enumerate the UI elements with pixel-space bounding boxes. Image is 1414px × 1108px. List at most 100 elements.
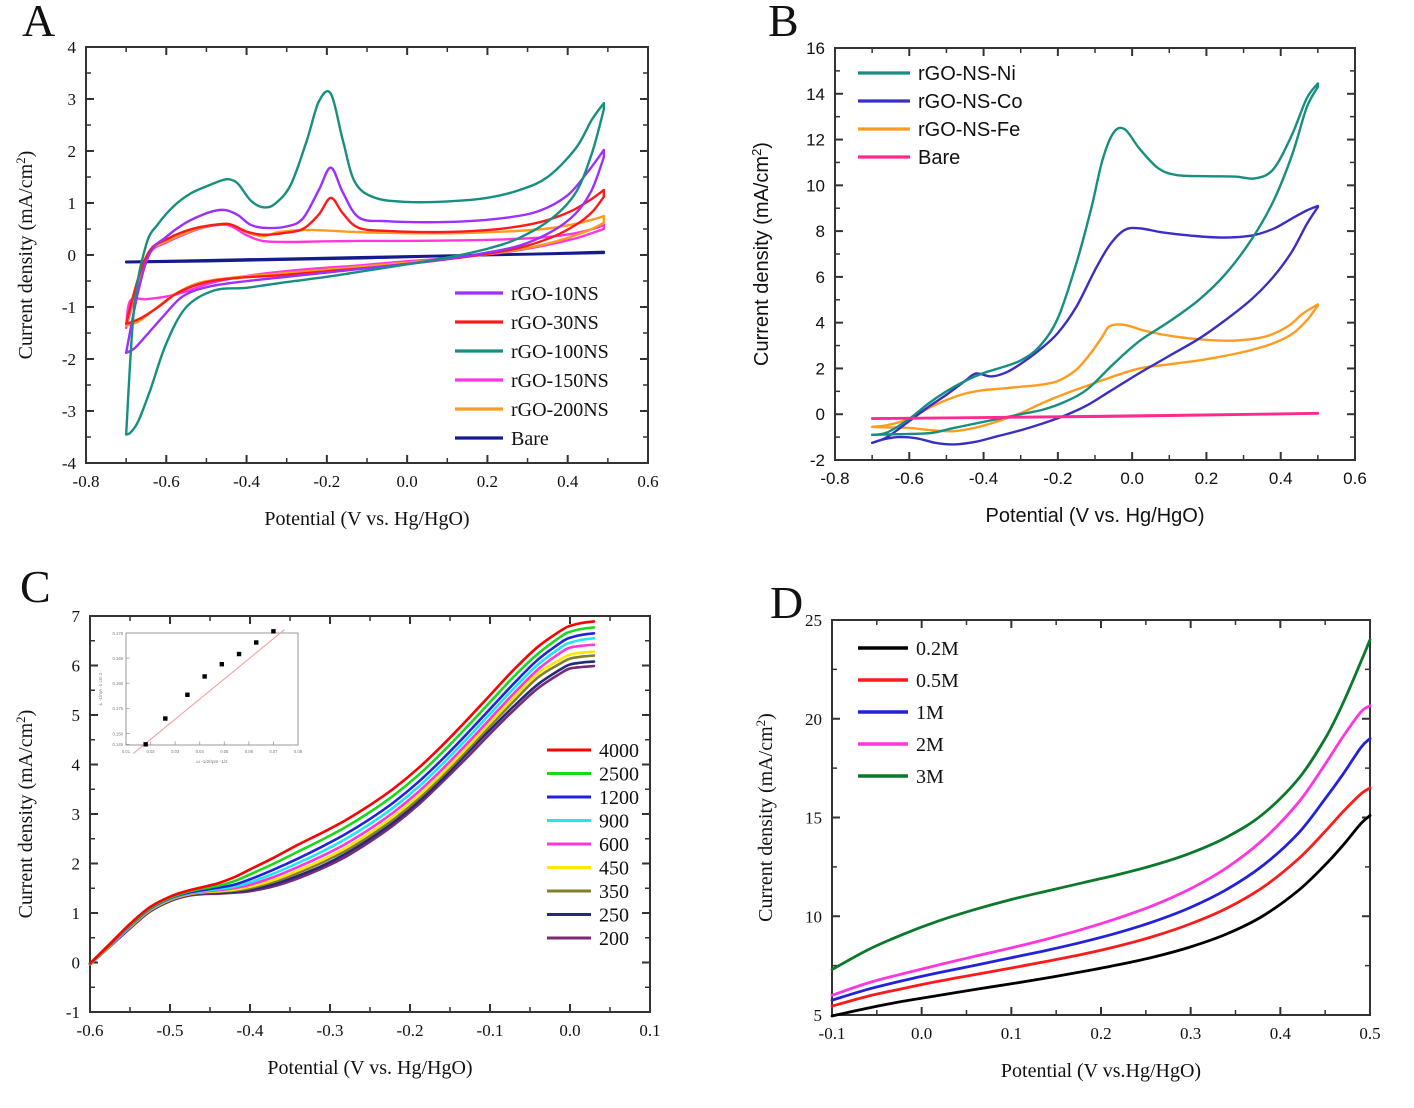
panel-b: B -0.8 -0.6 -0.4 -0.2 0.0 0.2 0.4 0.6 16 14 12 10 8 6… xyxy=(710,0,1414,550)
legend-item[interactable]: Bare xyxy=(858,147,960,169)
y-tick-label: 0 xyxy=(68,246,77,265)
curve-reverse xyxy=(124,251,606,264)
y-tick-label: 16 xyxy=(806,39,825,58)
curve-reverse xyxy=(124,156,606,354)
y-tick-label: 2 xyxy=(816,359,825,378)
legend-item[interactable]: 200 xyxy=(547,928,629,950)
legend-item[interactable]: rGO-10NS xyxy=(455,283,599,305)
inset-x-axis-title: ω -1/2/rpm -1/2 xyxy=(196,759,228,764)
curve-4000 xyxy=(88,620,596,965)
svg-text:Current density (mA/cm2): Current density (mA/cm2) xyxy=(13,151,37,360)
y-tick-label: 2 xyxy=(68,142,77,161)
legend-label: 350 xyxy=(599,881,629,903)
y-tick-label: 3 xyxy=(72,805,81,824)
legend-label: rGO-100NS xyxy=(511,341,609,363)
curve-0.2M xyxy=(830,814,1372,1018)
panel-a-letter: A xyxy=(22,0,56,46)
x-tick-label: 0.2 xyxy=(1090,1024,1111,1043)
legend-item[interactable]: Bare xyxy=(455,428,549,450)
x-tick-label: 0.5 xyxy=(1359,1024,1380,1043)
curve-forward xyxy=(870,204,1320,445)
legend-item[interactable]: 2500 xyxy=(547,764,639,786)
axes: -0.8 -0.6 -0.4 -0.2 0.0 0.2 0.4 0.6 16 14 12 10 8 6 4 2… xyxy=(806,39,1367,488)
panel-c-inset: 0.178 0.169 0.160 0.175 0.150 0.145 0.01 0.02 0.… xyxy=(98,629,303,764)
legend-label: rGO-NS-Co xyxy=(918,91,1022,113)
y-tick-label: -2 xyxy=(62,350,76,369)
legend-item[interactable]: rGO-NS-Fe xyxy=(858,119,1020,141)
legend-item[interactable]: 4000 xyxy=(547,740,639,762)
inset-data-point xyxy=(185,692,190,697)
x-tick-label: -0.2 xyxy=(397,1021,424,1040)
curve-2M xyxy=(830,704,1372,997)
curve-reverse xyxy=(870,304,1320,433)
x-tick-label: -0.4 xyxy=(233,472,260,491)
y-tick-label: 2 xyxy=(72,855,81,874)
x-tick-label: 0.6 xyxy=(637,472,658,491)
legend-item[interactable]: 3M xyxy=(858,766,944,788)
legend-label: 0.5M xyxy=(916,670,959,692)
inset-data-point xyxy=(254,640,259,645)
legend-label: rGO-NS-Ni xyxy=(918,63,1016,85)
axes: -0.1 0.0 0.1 0.2 0.3 0.4 0.5 25 20 15 10 5 xyxy=(805,611,1381,1043)
legend-label: rGO-30NS xyxy=(511,312,599,334)
panel-d-letter: D xyxy=(770,577,804,628)
panel-d: D -0.1 0.0 0.1 0.2 0.3 0.4 0.5 25 20 15 10 5 Potenti… xyxy=(710,550,1414,1108)
legend-label: 1200 xyxy=(599,787,639,809)
x-tick-label: -0.2 xyxy=(313,472,340,491)
legend-label: 200 xyxy=(599,928,629,950)
legend-label: 250 xyxy=(599,905,629,927)
curve-forward xyxy=(870,303,1320,429)
x-tick-label: -0.8 xyxy=(820,469,849,488)
legend-item[interactable]: rGO-200NS xyxy=(455,399,609,421)
y-axis-title: Current density (mA/cm2) xyxy=(749,142,773,366)
y-tick-label: 7 xyxy=(72,607,81,626)
legend-label: 2M xyxy=(916,734,944,756)
curve-reverse xyxy=(124,227,606,329)
curve-0.5M xyxy=(830,786,1372,1008)
legend-item[interactable]: rGO-NS-Co xyxy=(858,91,1022,113)
legend-item[interactable]: rGO-NS-Ni xyxy=(858,63,1016,85)
legend-item[interactable]: 1200 xyxy=(547,787,639,809)
legend-item[interactable]: 350 xyxy=(547,881,629,903)
y-tick-label: 10 xyxy=(806,176,825,195)
legend-item[interactable]: rGO-150NS xyxy=(455,370,609,392)
svg-text:Current density (mA/cm2): Current density (mA/cm2) xyxy=(749,142,773,366)
legend-item[interactable]: rGO-100NS xyxy=(455,341,609,363)
legend-item[interactable]: 450 xyxy=(547,858,629,880)
y-tick-label: 12 xyxy=(806,131,825,150)
legend-item[interactable]: rGO-30NS xyxy=(455,312,599,334)
legend-item[interactable]: 2M xyxy=(858,734,944,756)
plot-frame xyxy=(831,619,1371,1016)
legend-label: 1M xyxy=(916,702,944,724)
y-tick-label: 20 xyxy=(805,710,822,729)
x-tick-label: 0.2 xyxy=(477,472,498,491)
panel-a: A -0.8 -0.6 -0.4 -0.2 0.0 0.2 0.4 0.6 4 3 2 1 0 -1 -2-… xyxy=(0,0,710,550)
curve-forward xyxy=(124,148,606,354)
legend-item[interactable]: 900 xyxy=(547,811,629,833)
y-tick-label: -3 xyxy=(62,402,76,421)
x-tick-label: -0.1 xyxy=(819,1024,846,1043)
curve-1M xyxy=(830,737,1372,1002)
curve-reverse xyxy=(124,108,606,436)
legend-label: 900 xyxy=(599,811,629,833)
legend-label: 4000 xyxy=(599,740,639,762)
legend-item[interactable]: 600 xyxy=(547,834,629,856)
legend-item[interactable]: 250 xyxy=(547,905,629,927)
inset-x-tick-label: 0.06 xyxy=(245,749,254,754)
y-tick-label: -4 xyxy=(62,454,77,473)
panel-d-chart: -0.1 0.0 0.1 0.2 0.3 0.4 0.5 25 20 15 10 5 Potential… xyxy=(753,611,1381,1082)
x-tick-label: 0.3 xyxy=(1180,1024,1201,1043)
inset-x-tick-label: 0.05 xyxy=(220,749,229,754)
legend-item[interactable]: 1M xyxy=(858,702,944,724)
y-tick-label: 6 xyxy=(816,268,825,287)
legend-item[interactable]: 0.2M xyxy=(858,638,959,660)
y-tick-label: 8 xyxy=(816,222,825,241)
legend-label: Bare xyxy=(511,428,549,450)
legend-item[interactable]: 0.5M xyxy=(858,670,959,692)
inset-y-tick-label: 0.160 xyxy=(113,681,124,686)
panel-a-chart: -0.8 -0.6 -0.4 -0.2 0.0 0.2 0.4 0.6 4 3 2 1 0 -1 -2 -3 -… xyxy=(13,38,659,530)
series-rGO-NS-Co xyxy=(870,204,1320,446)
y-tick-label: 4 xyxy=(816,314,825,333)
inset-y-tick-label: 0.178 xyxy=(113,631,124,636)
